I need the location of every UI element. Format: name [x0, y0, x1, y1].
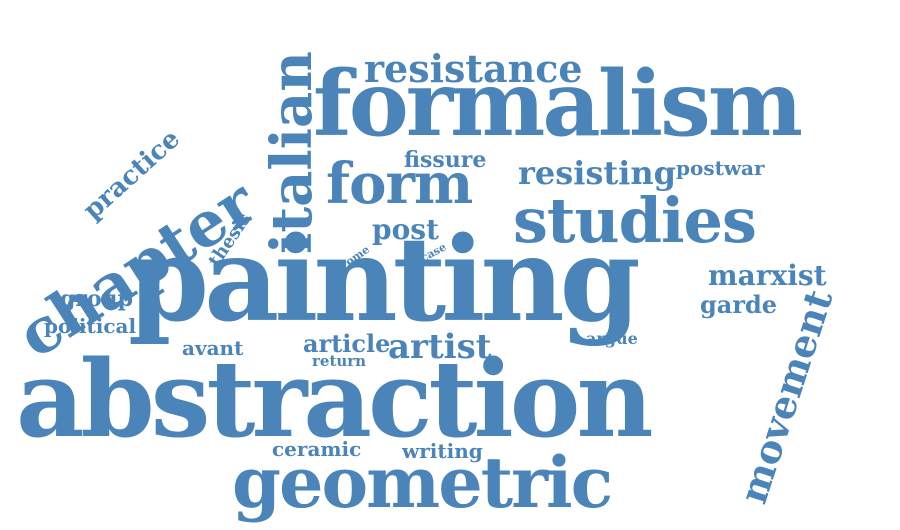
- word-return: return: [312, 352, 367, 370]
- word-marxist: marxist: [708, 259, 827, 292]
- word-garde: garde: [700, 290, 778, 319]
- word-argue: argue: [586, 329, 638, 348]
- word-form: form: [326, 151, 473, 217]
- word-article: article: [303, 329, 391, 358]
- word-writing: writing: [402, 439, 483, 463]
- word-ceramic: ceramic: [272, 437, 362, 461]
- word-resisting: resisting: [518, 154, 676, 192]
- word-resistance: resistance: [364, 46, 583, 91]
- word-abstraction: abstraction: [16, 336, 654, 461]
- word-fissure: fissure: [404, 147, 487, 173]
- word-studies: studies: [513, 184, 757, 257]
- word-group: group: [60, 286, 134, 312]
- word-postwar: postwar: [676, 156, 765, 180]
- word-formalism: formalism: [313, 51, 803, 157]
- word-avant: avant: [182, 336, 244, 360]
- word-geometric: geometric: [232, 441, 613, 524]
- word-artist: artist: [388, 327, 492, 367]
- word-post: post: [372, 213, 439, 246]
- word-political: political: [44, 314, 137, 338]
- word-painting: painting: [128, 212, 641, 348]
- word-italian: italian: [259, 51, 325, 254]
